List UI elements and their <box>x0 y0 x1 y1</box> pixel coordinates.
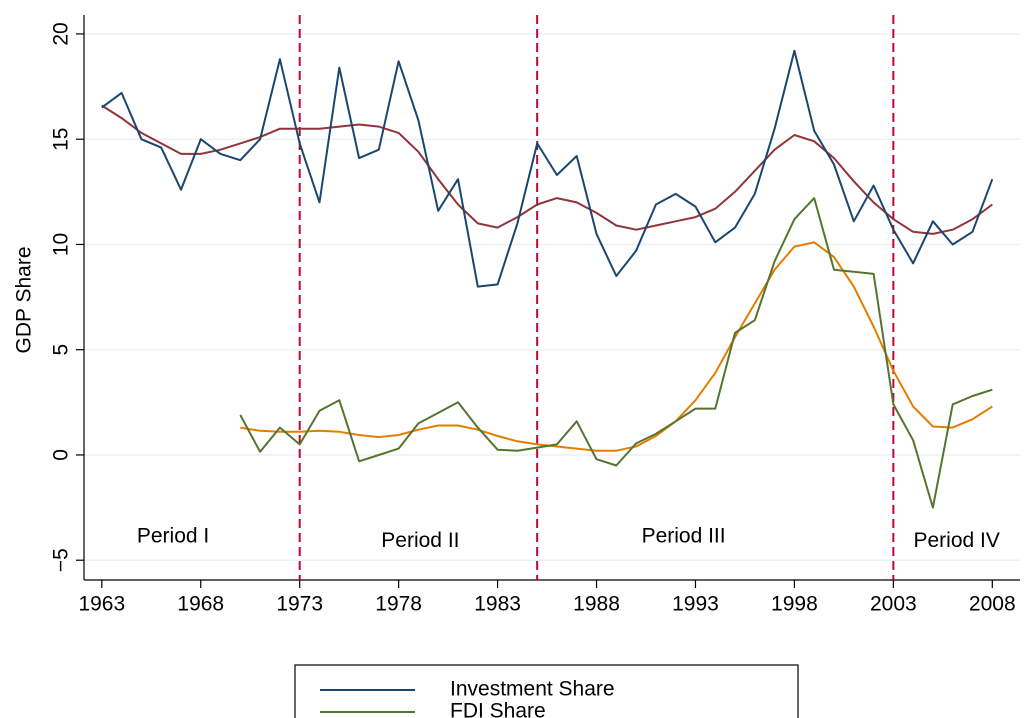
legend-label: Investment Share <box>450 678 615 701</box>
x-tick-label: 1993 <box>672 593 719 616</box>
series-line <box>101 104 993 235</box>
x-tick-label: 1983 <box>474 593 521 616</box>
x-tick-label: 2008 <box>969 593 1016 616</box>
legend-box <box>294 664 799 718</box>
series-line <box>240 241 993 452</box>
series-line <box>101 49 994 288</box>
y-tick-label: 5 <box>50 344 73 356</box>
x-tick-label: 1973 <box>276 593 323 616</box>
y-tick-label: 20 <box>50 22 73 45</box>
x-tick-label: 1988 <box>573 593 620 616</box>
period-label: Period I <box>137 525 209 548</box>
period-label: Period IV <box>913 529 999 552</box>
x-tick-label: 1963 <box>78 593 125 616</box>
x-tick-label: 2003 <box>870 593 917 616</box>
legend-label: FDI Share <box>450 700 546 718</box>
y-axis-label: GDP Share <box>13 247 36 354</box>
period-label: Period III <box>642 525 726 548</box>
y-tick-label: 10 <box>50 233 73 256</box>
series-line <box>239 197 993 509</box>
x-tick-label: 1998 <box>771 593 818 616</box>
x-tick-label: 1968 <box>177 593 224 616</box>
y-tick-label: 0 <box>50 449 73 461</box>
y-tick-label: −5 <box>50 548 73 572</box>
y-tick-label: 15 <box>50 128 73 151</box>
period-label: Period II <box>381 529 459 552</box>
x-tick-label: 1978 <box>375 593 422 616</box>
